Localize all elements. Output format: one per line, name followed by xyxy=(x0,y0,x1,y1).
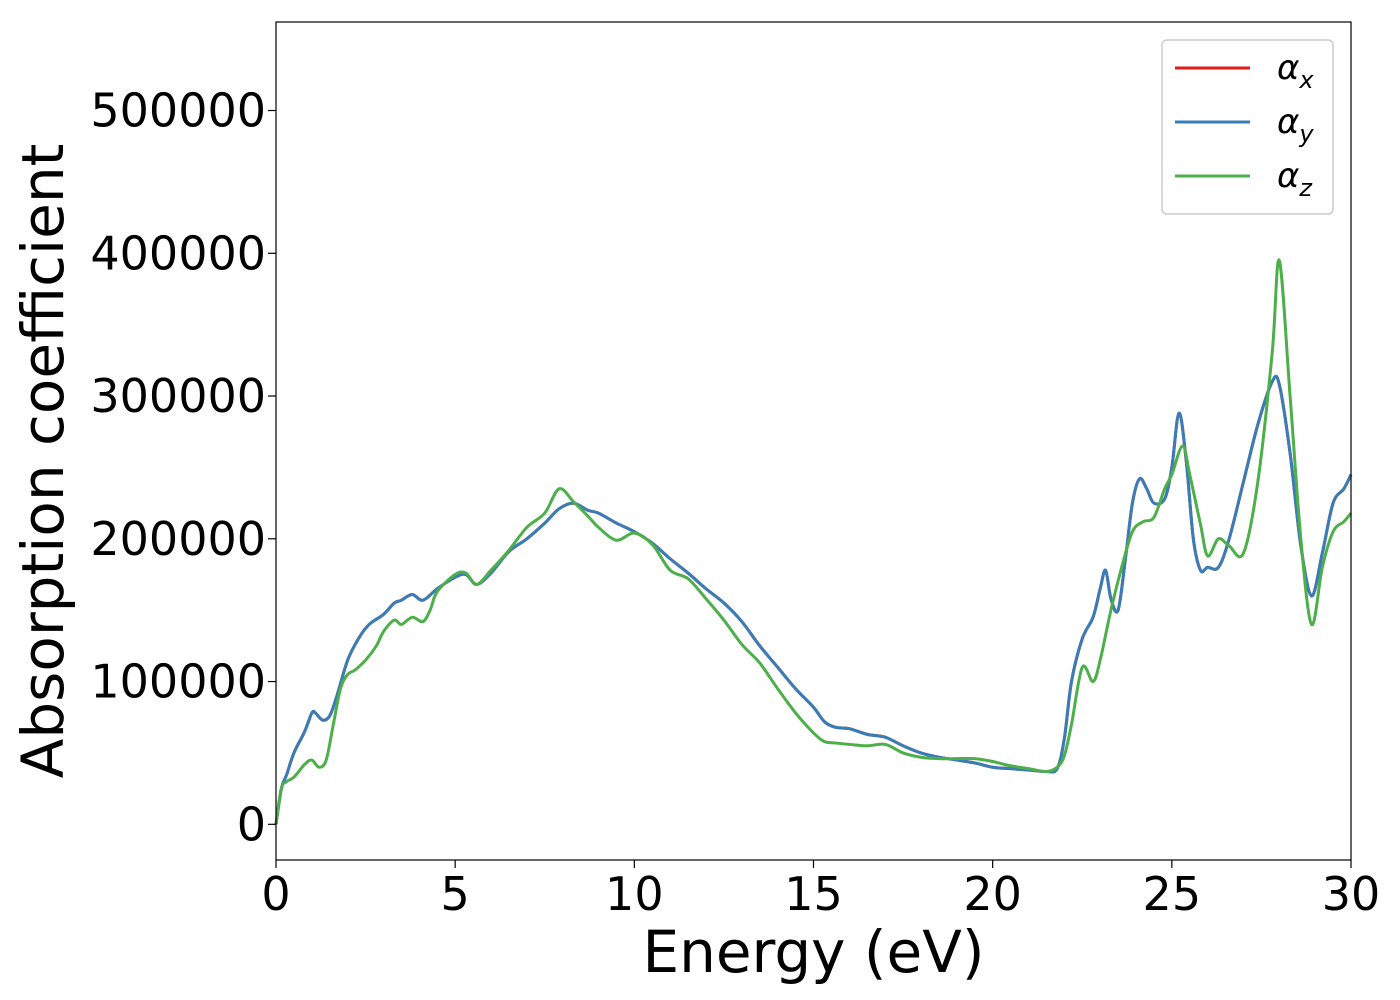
series-line-y xyxy=(274,374,1353,825)
legend: αx αy αz xyxy=(1161,39,1334,215)
x-tick-label: 25 xyxy=(1143,867,1202,921)
x-tick-label: 10 xyxy=(605,867,664,921)
x-tick-label: 20 xyxy=(963,867,1022,921)
y-tick-label: 400000 xyxy=(90,226,266,280)
series-layer xyxy=(274,258,1353,825)
x-tick-label: 0 xyxy=(261,867,290,921)
legend-label-x: αx xyxy=(1277,48,1314,94)
legend-label-z: αz xyxy=(1277,156,1313,202)
x-axis-title: Energy (eV) xyxy=(642,918,984,986)
x-axis: 0 5 10 15 20 25 30 xyxy=(261,860,1380,921)
y-tick-label: 500000 xyxy=(90,84,266,138)
x-tick-label: 30 xyxy=(1322,867,1381,921)
y-tick-label: 100000 xyxy=(90,655,266,709)
x-tick-label: 5 xyxy=(441,867,470,921)
y-tick-label: 200000 xyxy=(90,512,266,566)
legend-box xyxy=(1161,39,1334,215)
y-axis-title: Absorption coefficient xyxy=(9,144,77,779)
y-tick-label: 300000 xyxy=(90,369,266,423)
x-tick-label: 15 xyxy=(784,867,843,921)
series-line-z xyxy=(274,258,1353,825)
y-tick-label: 0 xyxy=(237,797,266,851)
y-axis: 0 100000 200000 300000 400000 500000 xyxy=(90,84,276,851)
legend-label-y: αy xyxy=(1277,102,1314,148)
